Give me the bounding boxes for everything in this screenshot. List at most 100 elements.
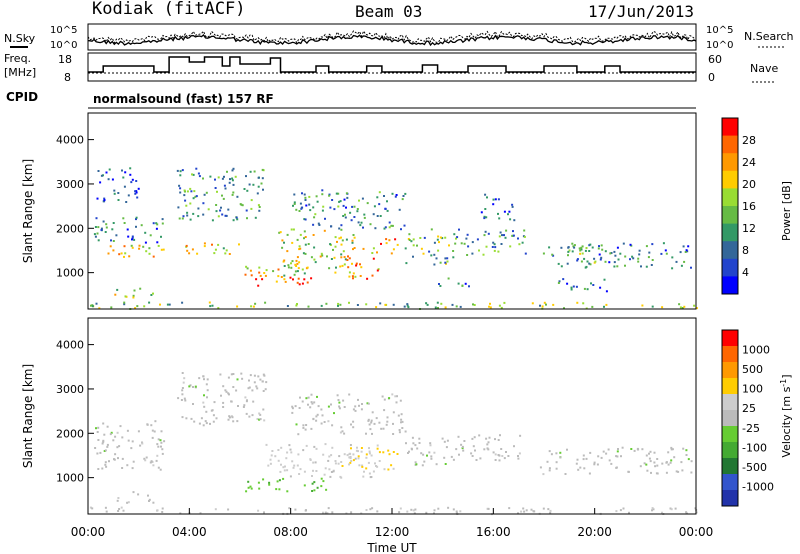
heatmap-cell xyxy=(301,192,303,195)
heatmap-cell xyxy=(562,278,565,281)
heatmap-cell xyxy=(292,278,294,281)
heatmap-cell xyxy=(297,453,300,456)
heatmap-cell xyxy=(690,266,692,269)
heatmap-cell xyxy=(476,238,479,241)
heatmap-cell xyxy=(212,414,215,417)
heatmap-cell xyxy=(334,271,337,274)
heatmap-cell xyxy=(541,305,544,308)
heatmap-cell xyxy=(181,389,184,392)
heatmap-cell xyxy=(321,193,324,196)
heatmap-cell xyxy=(317,222,320,225)
heatmap-cell xyxy=(298,283,301,286)
heatmap-cell xyxy=(383,227,386,230)
heatmap-cell xyxy=(193,420,196,423)
heatmap-cell xyxy=(328,194,331,197)
heatmap-cell xyxy=(439,261,442,264)
heatmap-cell xyxy=(513,219,516,222)
heatmap-cell xyxy=(509,245,512,248)
heatmap-cell xyxy=(159,468,162,471)
heatmap-cell xyxy=(250,274,253,277)
heatmap-cell xyxy=(451,303,454,306)
heatmap-cell xyxy=(560,265,563,268)
heatmap-cell xyxy=(111,178,114,181)
heatmap-cell xyxy=(327,420,330,423)
heatmap-cell xyxy=(331,511,334,514)
heatmap-cell xyxy=(131,467,134,470)
heatmap-cell xyxy=(219,373,222,376)
y-tick-label: 4000 xyxy=(56,339,84,352)
heatmap-cell xyxy=(647,256,650,259)
heatmap-cell xyxy=(377,268,380,271)
heatmap-cell xyxy=(263,419,266,422)
heatmap-cell xyxy=(335,192,338,195)
heatmap-cell xyxy=(303,272,306,275)
heatmap-cell xyxy=(283,274,286,277)
heatmap-cell xyxy=(690,471,693,474)
heatmap-cell xyxy=(357,457,360,460)
heatmap-cell xyxy=(390,252,393,255)
heatmap-cell xyxy=(105,171,108,174)
heatmap-cell xyxy=(261,177,264,180)
heatmap-cell xyxy=(346,454,349,457)
colorbar-tick-label: 24 xyxy=(742,156,756,169)
heatmap-cell xyxy=(185,417,188,420)
heatmap-cell xyxy=(265,269,268,272)
heatmap-cell xyxy=(480,211,483,214)
heatmap-cell xyxy=(552,254,555,257)
heatmap-cell xyxy=(246,217,248,220)
heatmap-cell xyxy=(311,490,314,492)
heatmap-cell xyxy=(662,242,665,245)
heatmap-cell xyxy=(132,491,135,494)
heatmap-cell xyxy=(497,198,500,201)
heatmap-cell xyxy=(548,450,551,453)
heatmap-cell xyxy=(109,433,112,436)
heatmap-cell xyxy=(452,250,455,252)
heatmap-cell xyxy=(295,304,298,307)
heatmap-cell xyxy=(301,282,304,285)
heatmap-cell xyxy=(320,485,323,488)
heatmap-cell xyxy=(426,303,429,306)
heatmap-cell xyxy=(360,447,363,449)
heatmap-cell xyxy=(183,194,186,197)
heatmap-cell xyxy=(293,201,296,204)
heatmap-cell xyxy=(286,233,289,236)
heatmap-cell xyxy=(576,458,579,461)
heatmap-cell xyxy=(357,398,359,401)
heatmap-cell xyxy=(147,494,149,497)
heatmap-cell xyxy=(232,420,235,423)
heatmap-cell xyxy=(557,262,560,265)
heatmap-cell xyxy=(571,242,574,245)
heatmap-cell xyxy=(208,301,211,304)
heatmap-cell xyxy=(366,402,369,405)
heatmap-cell xyxy=(359,275,362,277)
heatmap-cell xyxy=(157,466,160,469)
heatmap-cell xyxy=(151,429,154,432)
heatmap-cell xyxy=(96,431,99,433)
heatmap-cell xyxy=(228,181,231,184)
heatmap-cell xyxy=(368,450,371,453)
heatmap-cell xyxy=(132,296,135,299)
heatmap-cell xyxy=(351,239,354,242)
heatmap-cell xyxy=(188,385,191,388)
heatmap-cell xyxy=(597,455,600,458)
heatmap-cell xyxy=(269,458,272,461)
heatmap-cell xyxy=(440,302,443,305)
heatmap-cell xyxy=(546,460,549,463)
heatmap-cell xyxy=(597,247,600,250)
heatmap-cell xyxy=(418,442,421,444)
heatmap-cell xyxy=(648,452,650,455)
heatmap-cell xyxy=(353,205,356,208)
heatmap-cell xyxy=(247,480,250,483)
heatmap-cell xyxy=(318,224,321,226)
heatmap-cell xyxy=(215,417,218,420)
heatmap-cell xyxy=(656,472,659,475)
heatmap-cell xyxy=(250,207,253,210)
heatmap-cell xyxy=(428,451,431,454)
heatmap-cell xyxy=(282,477,285,480)
heatmap-cell xyxy=(410,508,413,511)
heatmap-cell xyxy=(368,447,370,450)
heatmap-cell xyxy=(351,262,353,265)
frequency-trace xyxy=(88,56,696,73)
heatmap-cell xyxy=(388,226,391,229)
heatmap-cell xyxy=(361,464,364,467)
